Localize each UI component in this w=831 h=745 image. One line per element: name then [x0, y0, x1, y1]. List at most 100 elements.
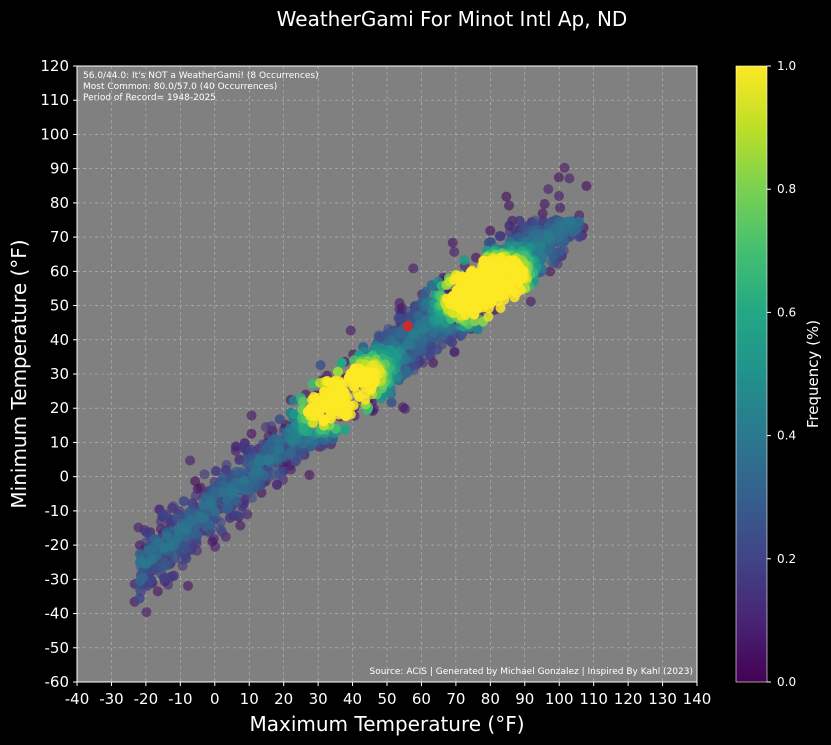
data-point — [483, 311, 494, 322]
data-point — [365, 381, 376, 392]
x-tick-label: 20 — [274, 690, 293, 708]
y-axis-label: Minimum Temperature (°F) — [7, 239, 31, 508]
data-point — [235, 520, 246, 531]
data-point — [315, 360, 326, 371]
data-point — [274, 437, 285, 448]
y-tick-label: 110 — [40, 91, 69, 109]
y-tick-label: 20 — [50, 399, 69, 417]
data-point — [286, 448, 297, 459]
data-point — [525, 296, 536, 307]
data-point — [204, 519, 215, 530]
y-tick-label: -50 — [45, 639, 70, 657]
data-point — [420, 286, 431, 297]
data-point — [272, 479, 282, 490]
x-tick-label: 110 — [579, 690, 608, 708]
data-point — [152, 586, 163, 597]
source-credit: Source: ACIS | Generated by Michael Gonz… — [370, 667, 693, 677]
data-point — [221, 459, 232, 470]
data-point — [304, 470, 315, 480]
data-point — [397, 402, 408, 413]
data-point — [459, 255, 470, 266]
data-point — [499, 277, 510, 288]
data-point — [197, 500, 208, 511]
data-point — [512, 272, 522, 283]
y-tick-label: -40 — [45, 605, 70, 623]
colorbar-tick-label: 1.0 — [777, 59, 796, 73]
data-point — [333, 366, 343, 377]
data-point — [239, 475, 250, 486]
y-tick-label: 50 — [50, 297, 69, 315]
data-point — [345, 325, 356, 336]
data-point — [326, 394, 337, 405]
data-point — [432, 344, 443, 355]
data-point — [555, 246, 566, 257]
data-point — [149, 542, 160, 553]
data-point — [402, 339, 413, 350]
data-point — [185, 455, 196, 466]
y-tick-label: 90 — [50, 160, 69, 178]
data-point — [470, 271, 481, 281]
data-point — [246, 444, 256, 455]
data-point — [205, 497, 216, 508]
data-point — [553, 172, 564, 183]
data-point — [408, 329, 419, 340]
data-point — [449, 246, 460, 257]
y-tick-label: -10 — [45, 502, 70, 520]
data-point — [456, 300, 467, 311]
y-tick-label: -20 — [45, 536, 70, 554]
data-point — [159, 572, 170, 583]
x-tick-label: 60 — [412, 690, 431, 708]
colorbar-tick-label: 0.0 — [777, 675, 796, 689]
x-tick-label: -10 — [168, 690, 193, 708]
data-point — [223, 501, 234, 512]
data-point — [481, 290, 492, 301]
data-point — [408, 263, 419, 274]
data-point — [574, 216, 585, 227]
data-point — [501, 191, 512, 202]
data-point — [274, 414, 285, 425]
data-point — [447, 237, 458, 248]
data-point — [210, 487, 221, 498]
data-point — [535, 240, 546, 251]
x-axis-ticks: -40 -30 -20 -10 0 10 20 30 40 50 60 70 80 90 100 110 120… — [65, 682, 712, 708]
data-point — [134, 583, 145, 594]
y-tick-label: 60 — [50, 262, 69, 280]
x-tick-label: 140 — [683, 690, 712, 708]
data-point — [485, 225, 496, 236]
data-point — [466, 293, 477, 304]
data-point — [339, 424, 350, 435]
data-point — [352, 372, 363, 383]
data-point — [332, 401, 342, 412]
data-point — [190, 476, 201, 487]
x-axis-label: Maximum Temperature (°F) — [249, 712, 524, 736]
data-point — [369, 373, 380, 384]
x-tick-label: 40 — [343, 690, 362, 708]
x-tick-label: 130 — [648, 690, 677, 708]
data-point — [236, 508, 247, 519]
data-point — [135, 575, 146, 586]
data-point — [183, 580, 193, 591]
data-point — [461, 280, 472, 290]
data-point — [554, 191, 564, 201]
data-point — [492, 265, 502, 276]
data-point — [516, 285, 527, 295]
data-point — [336, 357, 347, 368]
x-tick-label: 100 — [545, 690, 574, 708]
data-point — [338, 386, 349, 397]
data-point — [134, 593, 145, 604]
data-point — [396, 313, 407, 324]
data-point — [158, 510, 168, 520]
annotation-line-1: 56.0/44.0: It's NOT a WeatherGami! (8 Oc… — [83, 71, 319, 81]
data-point — [496, 257, 506, 268]
data-point — [211, 466, 221, 477]
colorbar-tick-label: 0.4 — [777, 429, 796, 443]
x-tick-label: 120 — [614, 690, 643, 708]
data-point — [199, 469, 210, 480]
x-tick-label: 80 — [481, 690, 500, 708]
colorbar-tick-label: 0.6 — [777, 305, 796, 319]
data-point — [555, 223, 566, 234]
y-tick-label: 10 — [50, 433, 69, 451]
colorbar-ticks: 0.0 0.2 0.4 0.6 0.8 1.0 — [767, 59, 796, 689]
y-tick-label: 70 — [50, 228, 69, 246]
data-point — [543, 184, 554, 195]
